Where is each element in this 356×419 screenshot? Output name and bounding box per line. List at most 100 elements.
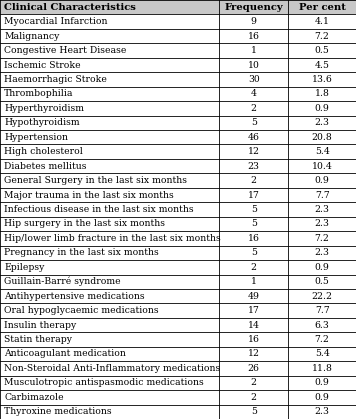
Bar bbox=[0, 246, 356, 260]
Bar bbox=[0, 260, 356, 274]
Text: 10.4: 10.4 bbox=[312, 162, 333, 171]
Text: Ischemic Stroke: Ischemic Stroke bbox=[4, 60, 81, 70]
Bar bbox=[0, 217, 356, 231]
Text: 30: 30 bbox=[248, 75, 260, 84]
Bar bbox=[0, 318, 356, 332]
Text: Thrombophilia: Thrombophilia bbox=[4, 89, 74, 98]
Bar bbox=[0, 101, 356, 116]
Text: 23: 23 bbox=[248, 162, 260, 171]
Text: 17: 17 bbox=[248, 191, 260, 199]
Text: 5.4: 5.4 bbox=[315, 147, 330, 156]
Text: 5.4: 5.4 bbox=[315, 349, 330, 359]
Text: Frequency: Frequency bbox=[224, 3, 283, 12]
Text: Carbimazole: Carbimazole bbox=[4, 393, 64, 402]
Bar bbox=[0, 202, 356, 217]
Text: 2: 2 bbox=[251, 104, 257, 113]
Bar bbox=[0, 303, 356, 318]
Text: 17: 17 bbox=[248, 306, 260, 315]
Text: 20.8: 20.8 bbox=[312, 133, 333, 142]
Bar bbox=[0, 14, 356, 29]
Text: 2: 2 bbox=[251, 378, 257, 388]
Text: 13.6: 13.6 bbox=[312, 75, 333, 84]
Text: 9: 9 bbox=[251, 17, 257, 26]
Text: 11.8: 11.8 bbox=[312, 364, 333, 373]
Text: 2: 2 bbox=[251, 263, 257, 272]
Text: 0.9: 0.9 bbox=[315, 104, 330, 113]
Bar bbox=[0, 405, 356, 419]
Text: 10: 10 bbox=[248, 60, 260, 70]
Text: 2.3: 2.3 bbox=[315, 407, 330, 416]
Text: Pregnancy in the last six months: Pregnancy in the last six months bbox=[4, 248, 159, 257]
Text: 7.2: 7.2 bbox=[315, 31, 330, 41]
Text: 0.9: 0.9 bbox=[315, 176, 330, 185]
Text: 4.5: 4.5 bbox=[315, 60, 330, 70]
Text: 5: 5 bbox=[251, 248, 257, 257]
Text: Per cent: Per cent bbox=[299, 3, 346, 12]
Text: Statin therapy: Statin therapy bbox=[4, 335, 72, 344]
Text: 2: 2 bbox=[251, 393, 257, 402]
Text: 14: 14 bbox=[248, 321, 260, 330]
Bar bbox=[0, 231, 356, 246]
Text: Hip surgery in the last six months: Hip surgery in the last six months bbox=[4, 220, 165, 228]
Text: Myocardial Infarction: Myocardial Infarction bbox=[4, 17, 108, 26]
Text: 0.5: 0.5 bbox=[315, 277, 330, 286]
Bar bbox=[0, 116, 356, 130]
Text: Oral hypoglycaemic medications: Oral hypoglycaemic medications bbox=[4, 306, 159, 315]
Text: 7.7: 7.7 bbox=[315, 191, 330, 199]
Text: 1.8: 1.8 bbox=[315, 89, 330, 98]
Text: 0.9: 0.9 bbox=[315, 263, 330, 272]
Text: Insulin therapy: Insulin therapy bbox=[4, 321, 77, 330]
Text: 2.3: 2.3 bbox=[315, 248, 330, 257]
Text: Guillain-Barré syndrome: Guillain-Barré syndrome bbox=[4, 277, 121, 287]
Text: 0.5: 0.5 bbox=[315, 46, 330, 55]
Text: Malignancy: Malignancy bbox=[4, 31, 60, 41]
Bar bbox=[0, 43, 356, 58]
Bar bbox=[0, 188, 356, 202]
Bar bbox=[0, 58, 356, 72]
Bar bbox=[0, 289, 356, 303]
Text: 7.7: 7.7 bbox=[315, 306, 330, 315]
Bar bbox=[0, 130, 356, 145]
Bar bbox=[0, 347, 356, 361]
Text: Musculotropic antispasmodic medications: Musculotropic antispasmodic medications bbox=[4, 378, 204, 388]
Bar bbox=[0, 29, 356, 43]
Bar bbox=[0, 145, 356, 159]
Text: Hypothyroidism: Hypothyroidism bbox=[4, 118, 80, 127]
Text: 1: 1 bbox=[251, 46, 257, 55]
Text: 5: 5 bbox=[251, 220, 257, 228]
Text: 16: 16 bbox=[248, 31, 260, 41]
Text: Non-Steroidal Anti-Inflammatory medications: Non-Steroidal Anti-Inflammatory medicati… bbox=[4, 364, 220, 373]
Text: Thyroxine medications: Thyroxine medications bbox=[4, 407, 112, 416]
Text: 2: 2 bbox=[251, 176, 257, 185]
Text: 7.2: 7.2 bbox=[315, 234, 330, 243]
Bar bbox=[0, 0, 356, 14]
Bar bbox=[0, 361, 356, 376]
Text: Clinical Characteristics: Clinical Characteristics bbox=[4, 3, 136, 12]
Text: 6.3: 6.3 bbox=[315, 321, 330, 330]
Text: 2.3: 2.3 bbox=[315, 118, 330, 127]
Text: 4: 4 bbox=[251, 89, 257, 98]
Text: Hip/lower limb fracture in the last six months: Hip/lower limb fracture in the last six … bbox=[4, 234, 221, 243]
Text: Anticoagulant medication: Anticoagulant medication bbox=[4, 349, 126, 359]
Text: Infectious disease in the last six months: Infectious disease in the last six month… bbox=[4, 205, 194, 214]
Text: 2.3: 2.3 bbox=[315, 220, 330, 228]
Bar bbox=[0, 173, 356, 188]
Text: 22.2: 22.2 bbox=[312, 292, 333, 301]
Text: Hyperthyroidism: Hyperthyroidism bbox=[4, 104, 84, 113]
Text: Congestive Heart Disease: Congestive Heart Disease bbox=[4, 46, 127, 55]
Bar bbox=[0, 274, 356, 289]
Text: 16: 16 bbox=[248, 335, 260, 344]
Text: 1: 1 bbox=[251, 277, 257, 286]
Text: 2.3: 2.3 bbox=[315, 205, 330, 214]
Bar bbox=[0, 376, 356, 390]
Text: 5: 5 bbox=[251, 407, 257, 416]
Bar bbox=[0, 159, 356, 173]
Text: 46: 46 bbox=[248, 133, 260, 142]
Bar bbox=[0, 72, 356, 87]
Text: General Surgery in the last six months: General Surgery in the last six months bbox=[4, 176, 187, 185]
Bar bbox=[0, 390, 356, 405]
Text: 12: 12 bbox=[248, 147, 260, 156]
Text: 4.1: 4.1 bbox=[315, 17, 330, 26]
Text: 0.9: 0.9 bbox=[315, 378, 330, 388]
Text: 12: 12 bbox=[248, 349, 260, 359]
